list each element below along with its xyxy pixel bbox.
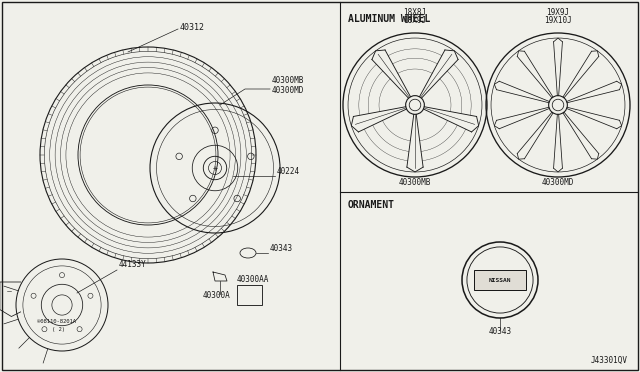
Text: 40300MB: 40300MB [272, 76, 305, 85]
Text: 40312: 40312 [180, 22, 205, 32]
Text: ORNAMENT: ORNAMENT [348, 200, 395, 210]
Text: NISSAN: NISSAN [489, 278, 511, 282]
Text: ®08110-8201A: ®08110-8201A [37, 319, 76, 324]
Text: 40343: 40343 [270, 244, 293, 253]
Text: 18X9J: 18X9J [403, 16, 427, 25]
Bar [237, 285, 262, 305]
Bar [474, 270, 525, 290]
Text: 40224: 40224 [277, 167, 300, 176]
Text: J43301QV: J43301QV [591, 356, 628, 365]
Text: 40300MD: 40300MD [272, 86, 305, 95]
Text: 18X8J: 18X8J [403, 8, 427, 17]
Text: ALUMINUM WHEEL: ALUMINUM WHEEL [348, 14, 430, 24]
Text: 40300MD: 40300MD [542, 178, 574, 187]
Text: 44133Y: 44133Y [119, 260, 147, 269]
Text: 40300MB: 40300MB [399, 178, 431, 187]
Text: 40300A: 40300A [203, 291, 231, 300]
Text: ( 2): ( 2) [52, 327, 65, 332]
Text: 40300AA: 40300AA [237, 275, 269, 284]
Text: 40343: 40343 [488, 327, 511, 336]
Text: 19X9J: 19X9J [547, 8, 570, 17]
Text: 19X10J: 19X10J [544, 16, 572, 25]
